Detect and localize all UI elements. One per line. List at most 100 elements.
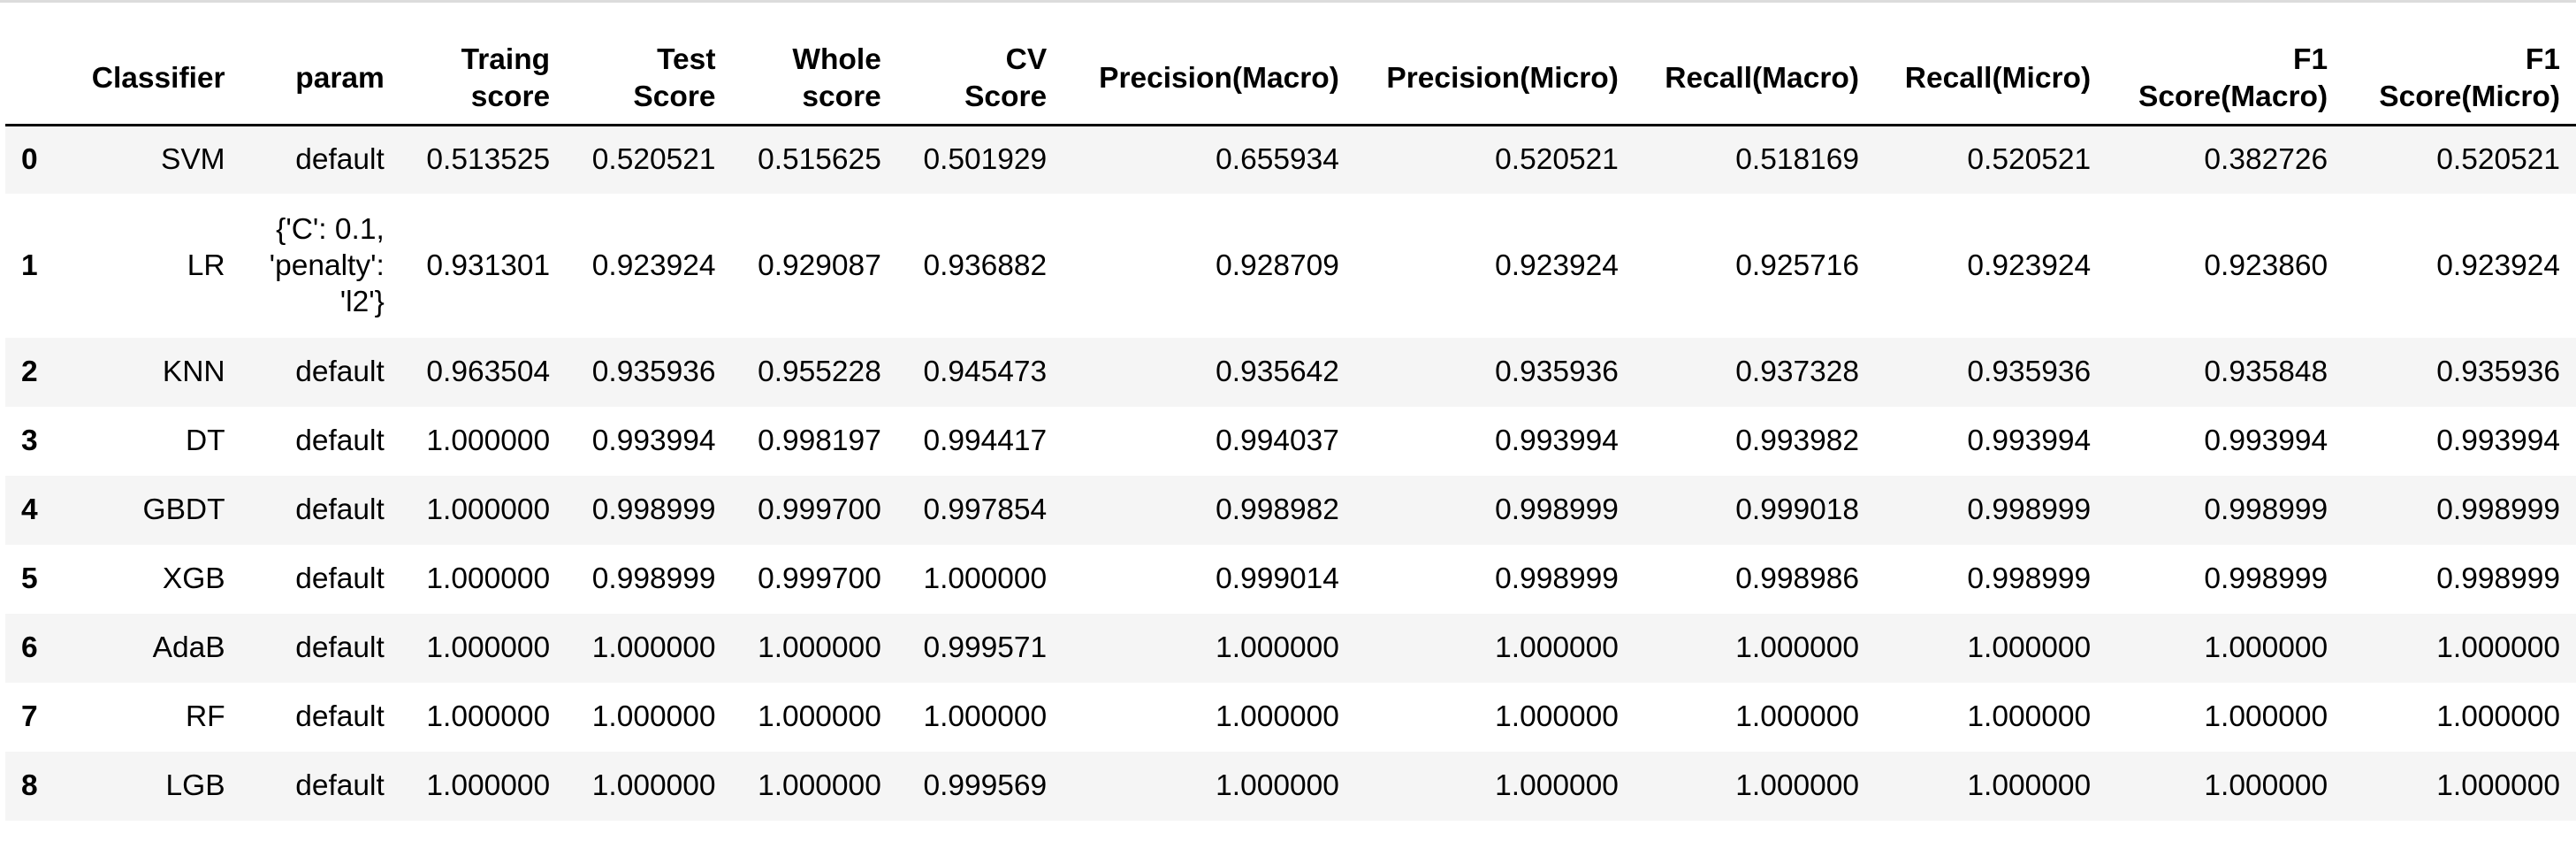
cell-output-top-border xyxy=(0,0,2576,3)
cell-precision-macro: 0.999014 xyxy=(1216,562,1339,595)
column-header-line: Classifier xyxy=(91,61,225,95)
row-index: 1 xyxy=(21,248,38,282)
cell-f1-macro: 1.000000 xyxy=(2204,631,2328,664)
cell-cv-score: 0.999569 xyxy=(923,769,1048,802)
cell-recall-macro: 1.000000 xyxy=(1735,769,1859,802)
column-header-test-score: Test Score xyxy=(566,34,732,126)
row-index: 4 xyxy=(21,493,38,526)
table-row: 0 SVM default 0.513525 0.520521 0.515625 0.501… xyxy=(5,125,2576,194)
cell-recall-micro: 1.000000 xyxy=(1967,631,2092,664)
cell-recall-macro: 0.998986 xyxy=(1735,562,1859,595)
cell-whole-score: 0.998197 xyxy=(758,424,881,457)
column-header-line: Traing xyxy=(461,42,551,76)
cell-precision-macro: 1.000000 xyxy=(1216,700,1339,733)
column-header-f1-macro: F1 Score(Macro) xyxy=(2107,34,2344,126)
column-header-line: param xyxy=(295,61,385,95)
row-index: 2 xyxy=(21,356,38,388)
cell-whole-score: 1.000000 xyxy=(758,700,881,733)
column-header-training-score: Traing score xyxy=(400,34,567,126)
column-header-line: Precision(Micro) xyxy=(1386,61,1619,95)
cell-recall-macro: 1.000000 xyxy=(1735,700,1859,733)
row-index: 8 xyxy=(21,769,38,802)
table-row: 4 GBDT default 1.000000 0.998999 0.999700 0.99… xyxy=(5,476,2576,545)
cell-whole-score: 1.000000 xyxy=(758,769,881,802)
cell-param: default xyxy=(295,424,385,457)
cell-training-score: 1.000000 xyxy=(426,424,551,457)
column-header-line: Test xyxy=(657,42,716,76)
column-header-param: param xyxy=(240,34,400,126)
column-header-line: Recall(Macro) xyxy=(1665,61,1859,95)
table-row: 8 LGB default 1.000000 1.000000 1.000000 0.999… xyxy=(5,752,2576,821)
cell-param: default xyxy=(295,493,385,526)
table-row: 7 RF default 1.000000 1.000000 1.000000 1.0000… xyxy=(5,683,2576,752)
cell-test-score: 0.998999 xyxy=(591,562,716,595)
cell-classifier: RF xyxy=(185,700,225,733)
cell-test-score: 0.923924 xyxy=(591,248,716,282)
column-header-recall-micro: Recall(Micro) xyxy=(1874,34,2107,126)
cell-precision-macro: 0.994037 xyxy=(1216,424,1339,457)
cell-recall-micro: 0.998999 xyxy=(1967,562,2092,595)
cell-test-score: 1.000000 xyxy=(591,700,716,733)
column-header-line: score xyxy=(470,80,551,113)
cell-recall-macro: 0.518169 xyxy=(1735,142,1859,176)
cell-cv-score: 1.000000 xyxy=(923,562,1048,595)
cell-test-score: 0.998999 xyxy=(591,493,716,526)
cell-precision-macro: 1.000000 xyxy=(1216,631,1339,664)
cell-recall-micro: 1.000000 xyxy=(1967,769,2092,802)
cell-f1-macro: 0.998999 xyxy=(2204,493,2328,526)
column-header-classifier: Classifier xyxy=(68,34,241,126)
cell-training-score: 1.000000 xyxy=(426,562,551,595)
cell-recall-micro: 0.935936 xyxy=(1967,356,2092,388)
cell-recall-macro: 1.000000 xyxy=(1735,631,1859,664)
cell-cv-score: 0.936882 xyxy=(923,248,1048,282)
column-header-whole-score: Whole score xyxy=(731,34,897,126)
cell-f1-macro: 0.382726 xyxy=(2204,142,2328,176)
cell-f1-micro: 0.923924 xyxy=(2436,248,2560,282)
row-index: 0 xyxy=(21,142,38,176)
cell-classifier: LR xyxy=(187,248,225,282)
cell-training-score: 0.931301 xyxy=(426,248,551,282)
table-row: 1 LR {'C': 0.1, 'penalty': 'l2'} 0.931301 0.… xyxy=(5,194,2576,338)
cell-classifier: KNN xyxy=(162,356,225,388)
cell-f1-macro: 1.000000 xyxy=(2204,769,2328,802)
cell-whole-score: 0.955228 xyxy=(758,356,881,388)
cell-cv-score: 0.994417 xyxy=(923,424,1048,457)
cell-classifier: DT xyxy=(185,424,225,457)
cell-test-score: 0.993994 xyxy=(591,424,716,457)
table-row: 3 DT default 1.000000 0.993994 0.998197 0.9944… xyxy=(5,407,2576,476)
cell-f1-micro: 1.000000 xyxy=(2436,700,2560,733)
column-header-line: F1 xyxy=(2293,42,2328,76)
column-header-line: Whole xyxy=(792,42,881,76)
column-header-line: Score xyxy=(633,80,716,113)
column-header-recall-macro: Recall(Macro) xyxy=(1634,34,1875,126)
results-table: Classifier param Traing score Test Score Whole… xyxy=(5,34,2576,821)
table-row: 5 XGB default 1.000000 0.998999 0.999700 1.000… xyxy=(5,545,2576,614)
column-header-line: Score xyxy=(964,80,1048,113)
cell-test-score: 1.000000 xyxy=(591,631,716,664)
cell-precision-macro: 1.000000 xyxy=(1216,769,1339,802)
cell-recall-macro: 0.925716 xyxy=(1735,248,1859,282)
cell-f1-micro: 0.998999 xyxy=(2436,562,2560,595)
cell-param: default xyxy=(295,700,385,733)
cell-recall-micro: 0.923924 xyxy=(1967,248,2092,282)
column-header-line: Score(Macro) xyxy=(2138,80,2328,113)
cell-param: {'C': 0.1, 'penalty': 'l2'} xyxy=(269,213,385,318)
row-index: 3 xyxy=(21,424,38,457)
cell-whole-score: 0.929087 xyxy=(758,248,881,282)
dataframe-output: Classifier param Traing score Test Score Whole… xyxy=(5,34,2576,821)
cell-param: default xyxy=(295,356,385,388)
cell-whole-score: 0.515625 xyxy=(758,142,881,176)
cell-test-score: 0.935936 xyxy=(591,356,716,388)
cell-test-score: 1.000000 xyxy=(591,769,716,802)
cell-f1-macro: 0.998999 xyxy=(2204,562,2328,595)
column-header-line: CV xyxy=(1005,42,1048,76)
cell-precision-macro: 0.928709 xyxy=(1216,248,1339,282)
cell-recall-macro: 0.999018 xyxy=(1735,493,1859,526)
column-header-line: F1 xyxy=(2525,42,2560,76)
column-header-line: score xyxy=(802,80,881,113)
cell-param: default xyxy=(295,769,385,802)
cell-precision-micro: 0.923924 xyxy=(1495,248,1619,282)
cell-recall-micro: 1.000000 xyxy=(1967,700,2092,733)
row-index: 5 xyxy=(21,562,38,595)
cell-test-score: 0.520521 xyxy=(591,142,716,176)
